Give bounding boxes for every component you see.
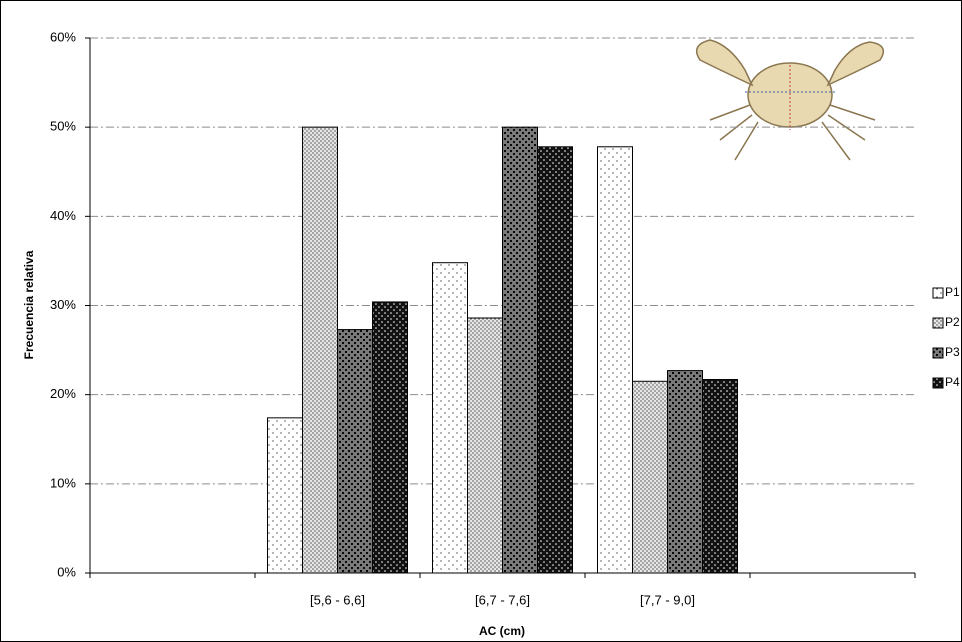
y-tick-label: 50% (50, 119, 76, 134)
legend-swatch (932, 347, 944, 359)
x-tick-label: [6,7 - 7,6] (475, 592, 530, 607)
legend-swatch (932, 287, 944, 299)
bar (502, 126, 538, 574)
bar (667, 370, 703, 574)
y-tick-label: 20% (50, 386, 76, 401)
legend-label: P2 (945, 315, 960, 329)
x-tick-label: [7,7 - 9,0] (640, 592, 695, 607)
bar (467, 317, 503, 574)
legend-label: P1 (945, 285, 960, 299)
y-tick-label: 0% (57, 564, 76, 579)
bar (632, 380, 668, 574)
legend-label: P4 (945, 375, 960, 389)
bar (372, 301, 408, 574)
y-axis-title: Frecuencia relativa (22, 250, 36, 359)
bar (597, 146, 633, 574)
bar (432, 262, 468, 574)
y-tick-label: 60% (50, 29, 76, 44)
x-axis-title: AC (cm) (479, 624, 525, 638)
legend-swatch (932, 317, 944, 329)
crab-illustration (695, 39, 885, 161)
y-tick-label: 10% (50, 475, 76, 490)
bar (702, 379, 738, 574)
legend-swatch (932, 377, 944, 389)
bar (267, 417, 303, 574)
y-tick-label: 30% (50, 297, 76, 312)
x-tick-label: [5,6 - 6,6] (310, 592, 365, 607)
bar (337, 329, 373, 574)
legend-label: P3 (945, 345, 960, 359)
bar (537, 146, 573, 574)
bar (302, 126, 338, 574)
y-tick-label: 40% (50, 208, 76, 223)
